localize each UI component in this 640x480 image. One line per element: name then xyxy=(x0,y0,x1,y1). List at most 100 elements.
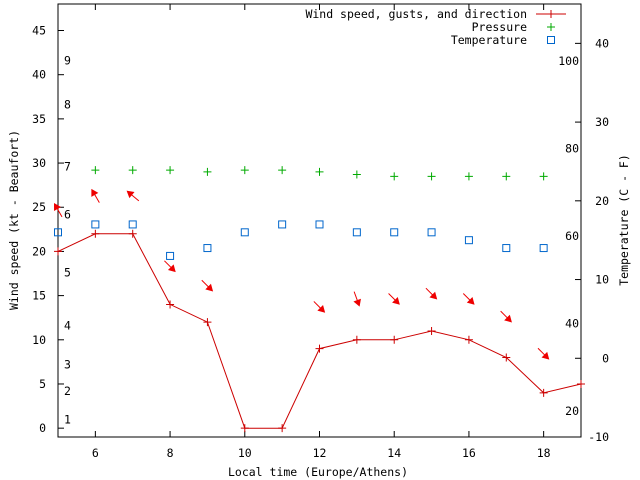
legend-label: Pressure xyxy=(472,20,527,34)
wind-direction-arrow xyxy=(537,347,550,360)
wind-direction-arrow xyxy=(500,310,512,323)
pressure-point xyxy=(128,166,137,175)
celsius-tick-label: 0 xyxy=(602,351,609,365)
wind-speed-point xyxy=(203,318,212,327)
wind-speed-point xyxy=(54,247,62,256)
x-tick-label: 6 xyxy=(92,446,99,460)
y-left-tick-label: 0 xyxy=(39,421,46,435)
temperature-point xyxy=(240,228,249,237)
wind-speed-point xyxy=(539,388,548,397)
beaufort-tick-label: 4 xyxy=(64,319,71,333)
wind-speed-point xyxy=(240,424,249,433)
temperature-point xyxy=(539,244,548,253)
wind-speed-point xyxy=(315,344,324,353)
wind-direction-arrow xyxy=(126,190,140,202)
pressure-point xyxy=(278,166,287,175)
wind-speed-point xyxy=(502,353,511,362)
beaufort-tick-label: 1 xyxy=(64,412,71,426)
temperature-point xyxy=(315,220,324,229)
arrow-head xyxy=(504,314,512,323)
pressure-point xyxy=(315,167,324,176)
pressure-point xyxy=(91,166,100,175)
arrow-head xyxy=(205,283,214,292)
pressure-point xyxy=(352,170,361,179)
pressure-point xyxy=(502,172,511,181)
temperature-point xyxy=(390,228,399,237)
legend-label: Wind speed, gusts, and direction xyxy=(305,7,527,21)
celsius-tick-labels: -10 0 10 20 30 40 xyxy=(588,36,609,444)
fahrenheit-tick-label: 60 xyxy=(565,229,579,243)
legend: Wind speed, gusts, and directionPressure… xyxy=(305,7,566,47)
arrow-head xyxy=(392,297,400,305)
celsius-tick-label: 20 xyxy=(595,194,609,208)
pressure-point xyxy=(203,167,212,176)
temperature-point xyxy=(278,220,287,229)
wind-speed-point xyxy=(577,379,585,388)
temperature-point xyxy=(54,228,62,237)
celsius-tick-label: 10 xyxy=(595,273,609,287)
pressure-point xyxy=(539,172,548,181)
wind-direction-arrow xyxy=(164,260,176,273)
pressure-point xyxy=(166,166,175,175)
arrow-head xyxy=(54,202,61,212)
wind-speed-line xyxy=(57,233,582,429)
temperature-point xyxy=(464,236,473,245)
pressure-point xyxy=(390,172,399,181)
y-left-tick-label: 25 xyxy=(32,200,46,214)
beaufort-tick-label: 7 xyxy=(64,160,71,174)
y-left-tick-label: 5 xyxy=(39,377,46,391)
wind-speed-point xyxy=(278,424,287,433)
y-left-tick-label: 35 xyxy=(32,112,46,126)
arrow-head xyxy=(466,297,475,305)
wind-direction-arrow xyxy=(91,188,100,203)
fahrenheit-tick-label: 20 xyxy=(565,404,579,418)
y-axis-left-label: Wind speed (kt - Beaufort) xyxy=(7,130,21,310)
wind-speed-point xyxy=(427,326,436,335)
x-tick-label: 18 xyxy=(537,446,551,460)
pressure-point xyxy=(464,172,473,181)
wind-speed-point xyxy=(166,300,175,309)
arrow-head xyxy=(126,190,135,199)
y-left-tick-labels: 0 5 10 15 20 25 30 35 40 45 xyxy=(32,24,46,436)
y-left-tick-label: 30 xyxy=(32,156,46,170)
beaufort-tick-label: 9 xyxy=(64,54,71,68)
pressure-point xyxy=(427,172,436,181)
beaufort-tick-label: 8 xyxy=(64,98,71,112)
wind-direction-arrow xyxy=(353,291,361,307)
temperature-point xyxy=(166,251,175,260)
y-left-tick-label: 15 xyxy=(32,289,46,303)
beaufort-tick-labels: 1 2 3 4 5 6 7 8 9 xyxy=(64,54,71,427)
temperature-point xyxy=(203,244,212,253)
x-tick-label: 12 xyxy=(313,446,327,460)
x-axis-label: Local time (Europe/Athens) xyxy=(228,465,408,479)
wind-speed-point xyxy=(464,335,473,344)
temperature-point xyxy=(352,228,361,237)
y-left-tick-label: 40 xyxy=(32,68,46,82)
x-tick-label: 10 xyxy=(238,446,252,460)
y-left-tick-label: 10 xyxy=(32,333,46,347)
temperature-point xyxy=(91,220,100,229)
fahrenheit-tick-label: 100 xyxy=(558,54,579,68)
y-axis-right-label: Temperature (C - F) xyxy=(617,154,631,286)
x-tick-label: 8 xyxy=(167,446,174,460)
wind-speed-point xyxy=(390,335,399,344)
pressure-point xyxy=(240,166,249,175)
wind-direction-arrow xyxy=(54,202,63,218)
wind-direction-arrow xyxy=(388,293,400,305)
legend-temperature-marker xyxy=(547,36,555,44)
celsius-tick-label: 40 xyxy=(595,36,609,50)
arrow-head xyxy=(353,298,361,307)
celsius-tick-label: -10 xyxy=(588,430,609,444)
wind-direction-arrow xyxy=(201,279,214,292)
celsius-tick-label: 30 xyxy=(595,115,609,129)
temperature-point xyxy=(128,220,137,229)
wind-direction-arrow xyxy=(425,287,438,300)
beaufort-tick-label: 2 xyxy=(64,384,71,398)
arrow-head xyxy=(317,304,326,313)
beaufort-tick-label: 3 xyxy=(64,358,71,372)
fahrenheit-tick-labels: 20 40 60 80 100 xyxy=(558,54,579,418)
y-left-tick-label: 20 xyxy=(32,244,46,258)
arrow-head xyxy=(429,291,438,300)
temperature-point xyxy=(502,244,511,253)
x-tick-labels: 6 8 10 12 14 16 18 xyxy=(92,446,551,460)
